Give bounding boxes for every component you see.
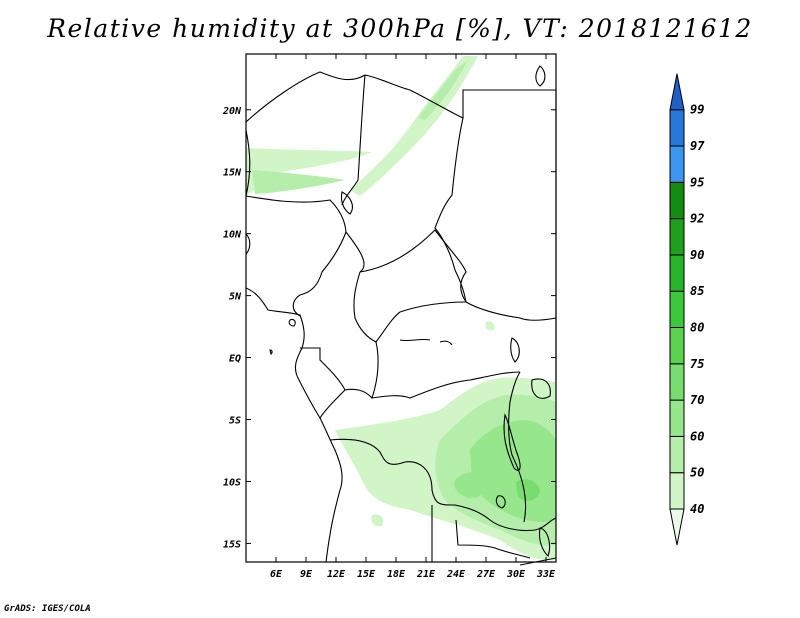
shading-scattered bbox=[359, 321, 495, 527]
colorbar-label: 60 bbox=[690, 429, 704, 443]
border-chad-niger bbox=[341, 74, 366, 206]
lake-victoria bbox=[531, 378, 551, 399]
small-island-2 bbox=[269, 349, 273, 356]
lat-tick-label: 5N bbox=[229, 292, 242, 303]
colorbar-label: 70 bbox=[690, 393, 704, 407]
colorbar-label: 92 bbox=[690, 212, 704, 226]
small-island-1 bbox=[288, 318, 296, 327]
river-congo bbox=[399, 338, 453, 346]
lon-tick-label: 24E bbox=[446, 569, 466, 580]
colorbar-box bbox=[669, 181, 685, 220]
longitude-axis: 6E 9E 12E 15E 18E 21E 24E 27E 30E 33E bbox=[270, 54, 556, 580]
lake-malawi bbox=[538, 527, 551, 558]
lat-tick-label: 10N bbox=[223, 230, 242, 241]
border-cameroon bbox=[353, 271, 467, 343]
colorbar-label: 95 bbox=[690, 175, 704, 189]
lon-tick-label: 33E bbox=[536, 569, 556, 580]
border-nigeria bbox=[245, 195, 347, 317]
lake-tanganyika bbox=[503, 413, 521, 471]
lat-tick-label: 10S bbox=[223, 477, 241, 488]
shading-sahel-band bbox=[246, 148, 372, 196]
coastline-west bbox=[245, 129, 343, 563]
lon-tick-label: 15E bbox=[357, 569, 376, 580]
colorbar-box bbox=[669, 472, 685, 510]
lat-tick-label: 15S bbox=[223, 539, 241, 550]
shading-diagonal-streak bbox=[350, 56, 478, 196]
lake-chad bbox=[340, 191, 353, 215]
lon-tick-label: 30E bbox=[506, 569, 526, 580]
colorbar-label: 90 bbox=[690, 248, 704, 262]
humidity-shading bbox=[246, 56, 556, 561]
colorbar-label: 50 bbox=[690, 466, 704, 480]
lon-tick-label: 21E bbox=[416, 569, 436, 580]
lon-tick-label: 6E bbox=[270, 569, 283, 580]
lon-tick-label: 9E bbox=[300, 569, 313, 580]
colorbar-lower-triangle bbox=[669, 508, 685, 546]
colorbar-box bbox=[669, 399, 685, 437]
colorbar-label: 85 bbox=[690, 284, 704, 298]
lat-tick-label: EQ bbox=[229, 354, 241, 365]
colorbar-label: 99 bbox=[690, 103, 704, 117]
colorbar-box bbox=[669, 218, 685, 256]
latitude-axis: 20N 15N 10N 5N EQ 5S 10S 15S bbox=[222, 106, 556, 550]
lon-tick-label: 27E bbox=[476, 569, 496, 580]
colorbar-box bbox=[669, 435, 685, 474]
colorbar-label: 80 bbox=[690, 321, 704, 335]
lat-tick-label: 5S bbox=[229, 416, 241, 427]
lat-tick-label: 20N bbox=[222, 106, 242, 117]
colorbar-label: 75 bbox=[690, 357, 704, 371]
border-chad-sudan bbox=[434, 117, 467, 303]
mozambique-coast bbox=[535, 65, 546, 87]
colorbar-upper-triangle bbox=[669, 73, 685, 111]
colorbar: 40 50 60 70 75 80 85 90 92 95 97 99 bbox=[669, 73, 705, 546]
colorbar-box bbox=[669, 363, 685, 401]
lon-tick-label: 12E bbox=[327, 569, 346, 580]
border-congo-gabon bbox=[300, 347, 373, 419]
colorbar-box bbox=[669, 254, 685, 292]
border-north bbox=[245, 71, 556, 123]
lat-tick-label: 15N bbox=[223, 168, 242, 179]
map-frame bbox=[245, 53, 557, 563]
colorbar-box bbox=[669, 327, 685, 365]
lake-mweru bbox=[495, 495, 506, 509]
border-car-north bbox=[345, 229, 557, 321]
colorbar-box bbox=[669, 290, 685, 329]
border-angola-zambia bbox=[431, 505, 531, 562]
colorbar-box bbox=[669, 109, 685, 147]
map-title: Relative humidity at 300hPa [%], VT: 201… bbox=[47, 14, 753, 43]
lon-tick-label: 18E bbox=[387, 569, 406, 580]
colorbar-box bbox=[669, 145, 685, 183]
lake-albert bbox=[510, 337, 520, 363]
border-drc-south bbox=[329, 438, 557, 532]
grads-credit: GrADS: IGES/COLA bbox=[4, 604, 91, 614]
colorbar-label: 40 bbox=[690, 502, 704, 516]
colorbar-label: 97 bbox=[690, 139, 705, 153]
shading-congo-moist bbox=[454, 420, 556, 523]
border-east-africa bbox=[508, 371, 527, 523]
border-drc-north bbox=[371, 341, 521, 399]
